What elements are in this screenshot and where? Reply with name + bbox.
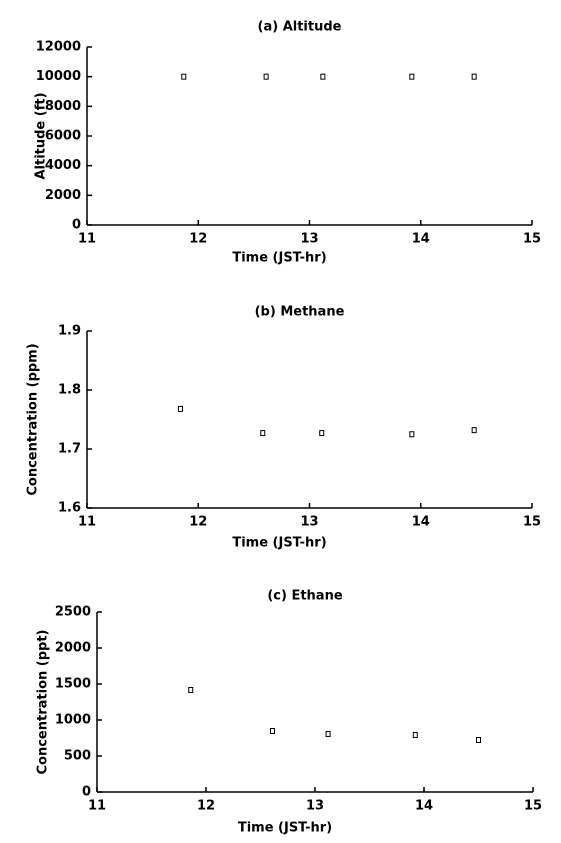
point — [177, 405, 183, 412]
y-axis-label: Concentration (ppt) — [36, 630, 51, 775]
y-tick-label: 0 — [82, 785, 91, 800]
y-tick-label: 1000 — [55, 713, 91, 728]
point — [325, 730, 331, 737]
y-tick-label: 500 — [64, 749, 91, 764]
y-axis-label: Altitude (ft) — [34, 92, 49, 179]
y-axis-label: Concentration (ppm) — [26, 343, 41, 495]
y-tick-label: 1.9 — [58, 324, 81, 339]
x-axis-label: Time (JST-hr) — [238, 821, 332, 836]
chart-title: (b) Methane — [255, 305, 345, 320]
y-tick-label: 6000 — [45, 129, 81, 144]
point — [269, 728, 275, 735]
y-tick-label: 0 — [72, 218, 81, 233]
chart-title: (a) Altitude — [258, 20, 342, 35]
x-tick-label: 14 — [415, 799, 433, 814]
y-tick-label: 10000 — [36, 69, 81, 84]
x-tick-label: 14 — [412, 232, 430, 247]
point — [319, 430, 325, 437]
x-tick-label: 11 — [78, 515, 96, 530]
y-tick-label: 4000 — [45, 158, 81, 173]
point — [320, 73, 326, 80]
x-tick-label: 15 — [523, 232, 541, 247]
x-tick-label: 12 — [189, 515, 207, 530]
point — [412, 731, 418, 738]
x-tick-label: 14 — [412, 515, 430, 530]
y-tick-label: 2000 — [55, 641, 91, 656]
y-tick-label: 1.6 — [58, 501, 81, 516]
y-tick-label: 8000 — [45, 99, 81, 114]
y-tick-label: 1.7 — [58, 442, 81, 457]
x-tick-label: 13 — [306, 799, 324, 814]
point — [409, 431, 415, 438]
point — [476, 737, 481, 744]
y-tick-label: 12000 — [36, 40, 81, 55]
y-tick-label: 1500 — [55, 677, 91, 692]
x-axis-label: Time (JST-hr) — [232, 536, 326, 551]
point — [471, 73, 477, 80]
x-tick-label: 12 — [197, 799, 215, 814]
point — [409, 73, 415, 80]
y-tick-label: 2000 — [45, 188, 81, 203]
point — [188, 686, 194, 693]
point — [471, 427, 477, 434]
y-tick-label: 1.8 — [58, 383, 81, 398]
point — [181, 73, 187, 80]
x-tick-label: 12 — [189, 232, 207, 247]
chart-title: (c) Ethane — [267, 589, 342, 604]
x-tick-label: 15 — [523, 515, 541, 530]
point — [263, 73, 269, 80]
x-tick-label: 13 — [300, 515, 318, 530]
x-tick-label: 11 — [78, 232, 96, 247]
x-axis-label: Time (JST-hr) — [232, 251, 326, 266]
x-tick-label: 15 — [524, 799, 542, 814]
x-tick-label: 13 — [300, 232, 318, 247]
y-tick-label: 2500 — [55, 605, 91, 620]
point — [260, 430, 266, 437]
x-tick-label: 11 — [88, 799, 106, 814]
